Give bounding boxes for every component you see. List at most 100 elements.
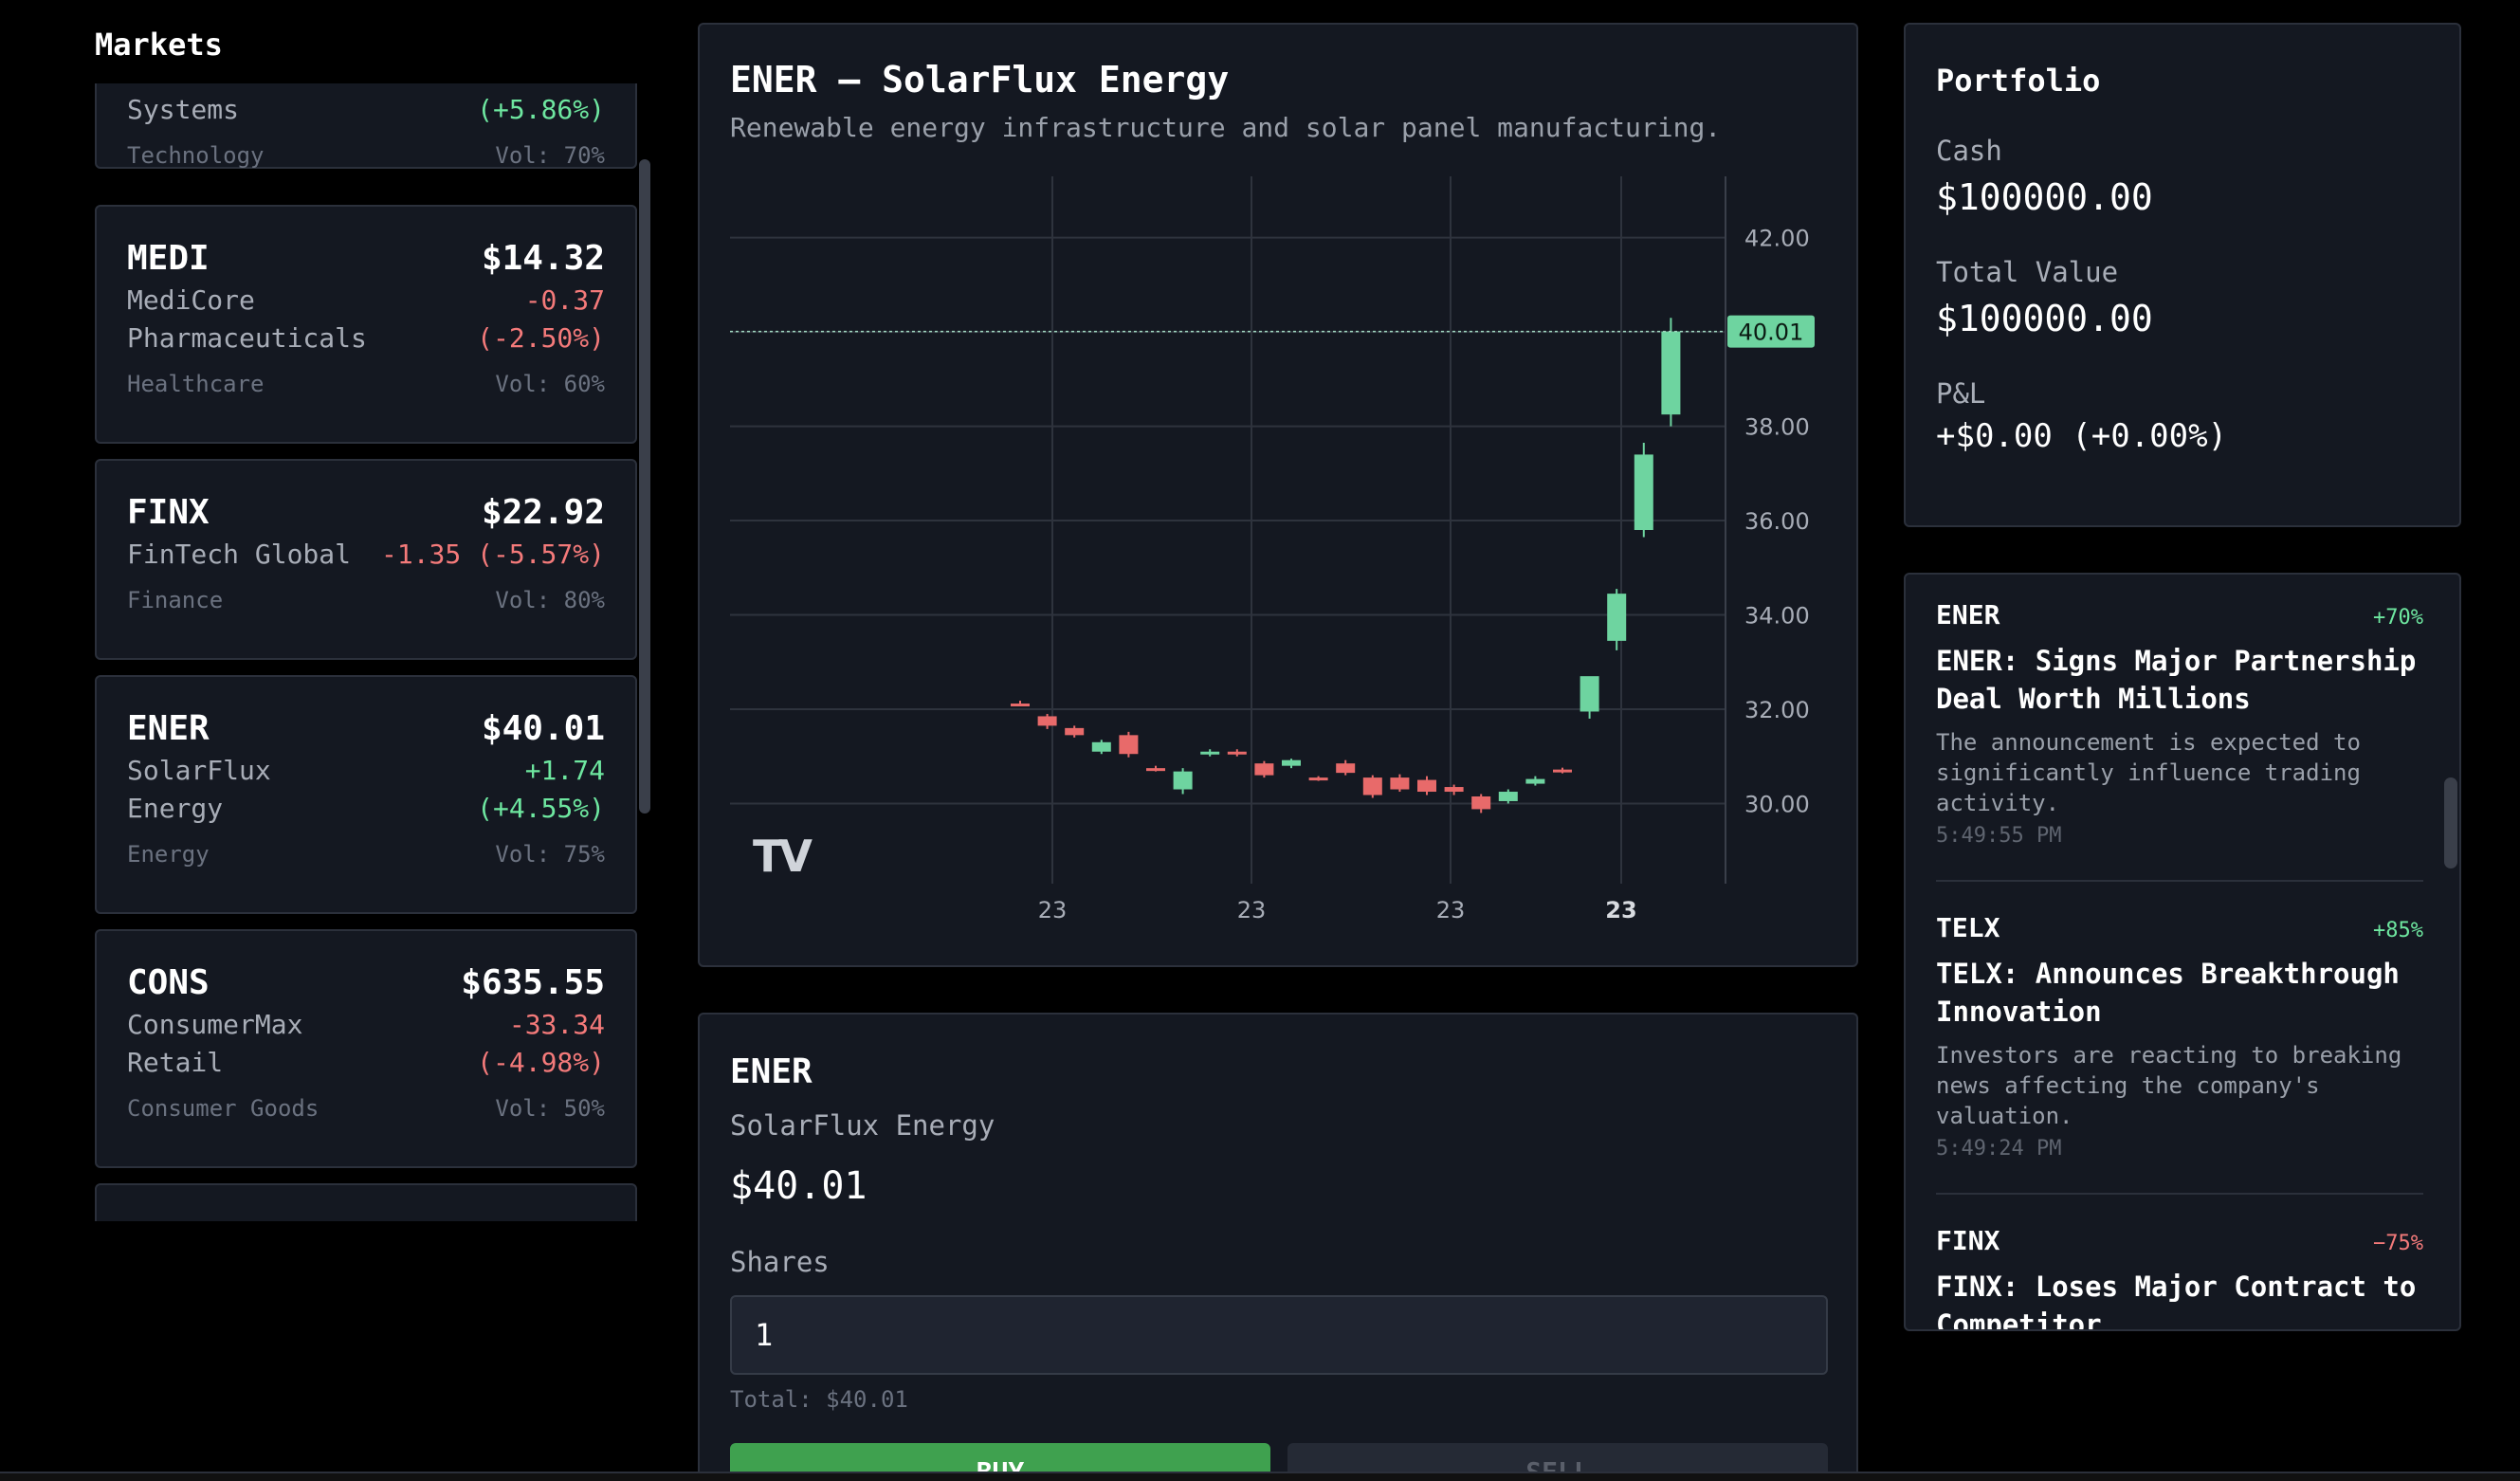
news-body: Investors are reacting to breaking news …: [1936, 1042, 2402, 1129]
candle-body: [1471, 795, 1491, 810]
markets-title: Markets: [95, 27, 223, 63]
candle-body: [1254, 763, 1274, 776]
chart-title: ENER — SolarFlux Energy: [730, 59, 1230, 101]
candle-body: [1580, 676, 1599, 712]
candle-body: [1661, 331, 1681, 415]
news-item[interactable]: TELX +85% TELX: Announces Breakthrough I…: [1936, 912, 2423, 1161]
news-impact: +70%: [2373, 606, 2423, 630]
trade-symbol: ENER: [730, 1052, 813, 1091]
market-card-medi[interactable]: MEDI $14.32 MediCore Pharmaceuticals -0.…: [95, 205, 637, 444]
chart-panel: ENER — SolarFlux Energy Renewable energy…: [698, 23, 1858, 967]
y-tick-label: 42.00: [1744, 226, 1810, 252]
y-tick-label: 32.00: [1744, 697, 1810, 723]
last-price-badge: [1727, 315, 1815, 348]
markets-list[interactable]: Systems (+5.86%) Technology Vol: 70% MED…: [95, 83, 654, 1221]
news-item[interactable]: ENER +70% ENER: Signs Major Partnership …: [1936, 599, 2423, 848]
news-divider: [1936, 1193, 2423, 1195]
market-volatility: Vol: 80%: [495, 587, 605, 613]
chart-description: Renewable energy infrastructure and sola…: [730, 112, 1722, 143]
market-sector: Technology: [127, 142, 265, 169]
market-change-pct: (-4.98%): [477, 1047, 605, 1078]
market-volatility: Vol: 75%: [495, 841, 605, 868]
market-name: FinTech Global: [127, 539, 352, 570]
news-scrollbar[interactable]: [2444, 777, 2457, 868]
market-sector: Energy: [127, 841, 210, 868]
market-sector: Finance: [127, 587, 224, 613]
trade-panel: ENER SolarFlux Energy $40.01 Shares Tota…: [698, 1013, 1858, 1481]
tradingview-logo: TV: [753, 831, 813, 882]
news-title: ENER: Signs Major Partnership Deal Worth…: [1936, 645, 2417, 715]
news-impact: −75%: [2373, 1232, 2423, 1255]
market-symbol: CONS: [127, 963, 210, 1002]
pnl-label: P&L: [1936, 377, 1986, 410]
market-name: ConsumerMax Retail: [127, 1009, 303, 1078]
y-tick-label: 38.00: [1744, 414, 1810, 441]
market-card-cons[interactable]: CONS $635.55 ConsumerMax Retail -33.34 (…: [95, 929, 637, 1168]
market-change: -1.35 (-5.57%): [380, 539, 605, 570]
portfolio-panel: Portfolio Cash $100000.00 Total Value $1…: [1904, 23, 2461, 527]
market-card-ener[interactable]: ENER $40.01 SolarFlux Energy +1.74 (+4.5…: [95, 675, 637, 914]
candlestick-chart[interactable]: 42.0040.0038.0036.0034.0032.0030.0023232…: [730, 176, 1839, 954]
market-sector: Consumer Goods: [127, 1095, 320, 1122]
cash-value: $100000.00: [1936, 176, 2153, 218]
candle-body: [1607, 594, 1627, 641]
news-time: 5:49:24 PM: [1936, 1137, 2062, 1161]
trade-price: $40.01: [730, 1164, 867, 1208]
trade-total: Total: $40.01: [730, 1386, 908, 1413]
candle-body: [1091, 741, 1111, 752]
news-impact: +85%: [2373, 919, 2423, 942]
candle-body: [1200, 751, 1220, 755]
news-title: TELX: Announces Breakthrough Innovation: [1936, 958, 2400, 1028]
market-name: SolarFlux Energy: [127, 755, 271, 824]
candle-body: [1525, 778, 1545, 784]
market-change-abs: +1.74: [524, 755, 605, 786]
candle-body: [1011, 704, 1030, 707]
news-symbol: ENER: [1936, 599, 2000, 631]
market-card-systems[interactable]: Systems (+5.86%) Technology Vol: 70%: [95, 83, 637, 169]
market-name: Systems: [127, 94, 240, 125]
market-price: $14.32: [481, 239, 605, 278]
market-sector: Healthcare: [127, 371, 265, 397]
candle-body: [1362, 777, 1382, 795]
market-symbol: FINX: [127, 493, 210, 532]
news-symbol: TELX: [1936, 912, 2000, 943]
market-price: $40.01: [481, 709, 605, 748]
portfolio-title: Portfolio: [1936, 63, 2101, 99]
candle-body: [1390, 777, 1410, 790]
market-price: $22.92: [481, 493, 605, 532]
x-tick-label: 23: [1436, 897, 1466, 923]
market-volatility: Vol: 50%: [495, 1095, 605, 1122]
market-card-next[interactable]: [95, 1183, 637, 1221]
candle-body: [1119, 735, 1139, 755]
market-change-abs: -0.37: [524, 284, 605, 316]
x-tick-label: 23: [1237, 897, 1267, 923]
y-tick-label: 34.00: [1744, 603, 1810, 630]
total-value: $100000.00: [1936, 298, 2153, 339]
candle-body: [1227, 751, 1247, 755]
bottom-divider: [0, 1472, 2520, 1481]
market-symbol: MEDI: [127, 239, 210, 278]
markets-scrollbar[interactable]: [639, 159, 650, 814]
candle-body: [1336, 763, 1356, 774]
news-item[interactable]: FINX −75% FINX: Loses Major Contract to …: [1936, 1225, 2423, 1331]
market-change-pct: (-2.50%): [477, 322, 605, 354]
market-volatility: Vol: 60%: [495, 371, 605, 397]
news-panel[interactable]: ENER +70% ENER: Signs Major Partnership …: [1904, 573, 2461, 1331]
market-change-abs: -33.34: [508, 1009, 605, 1040]
news-body: The announcement is expected to signific…: [1936, 729, 2361, 816]
candle-body: [1308, 777, 1328, 781]
market-card-finx[interactable]: FINX $22.92 FinTech Global -1.35 (-5.57%…: [95, 459, 637, 660]
shares-input[interactable]: [730, 1295, 1828, 1375]
total-value-label: Total Value: [1936, 256, 2119, 288]
candle-body: [1553, 769, 1572, 773]
news-title: FINX: Loses Major Contract to Competitor: [1936, 1271, 2417, 1331]
market-name: MediCore Pharmaceuticals: [127, 284, 367, 354]
candle-body: [1037, 716, 1057, 726]
candle-body: [1417, 779, 1436, 793]
candle-body: [1173, 771, 1193, 790]
pnl-value: +$0.00 (+0.00%): [1936, 417, 2228, 455]
news-symbol: FINX: [1936, 1225, 2000, 1256]
candle-body: [1282, 759, 1301, 766]
market-price: $635.55: [461, 963, 605, 1002]
market-change-pct: (+4.55%): [477, 793, 605, 824]
